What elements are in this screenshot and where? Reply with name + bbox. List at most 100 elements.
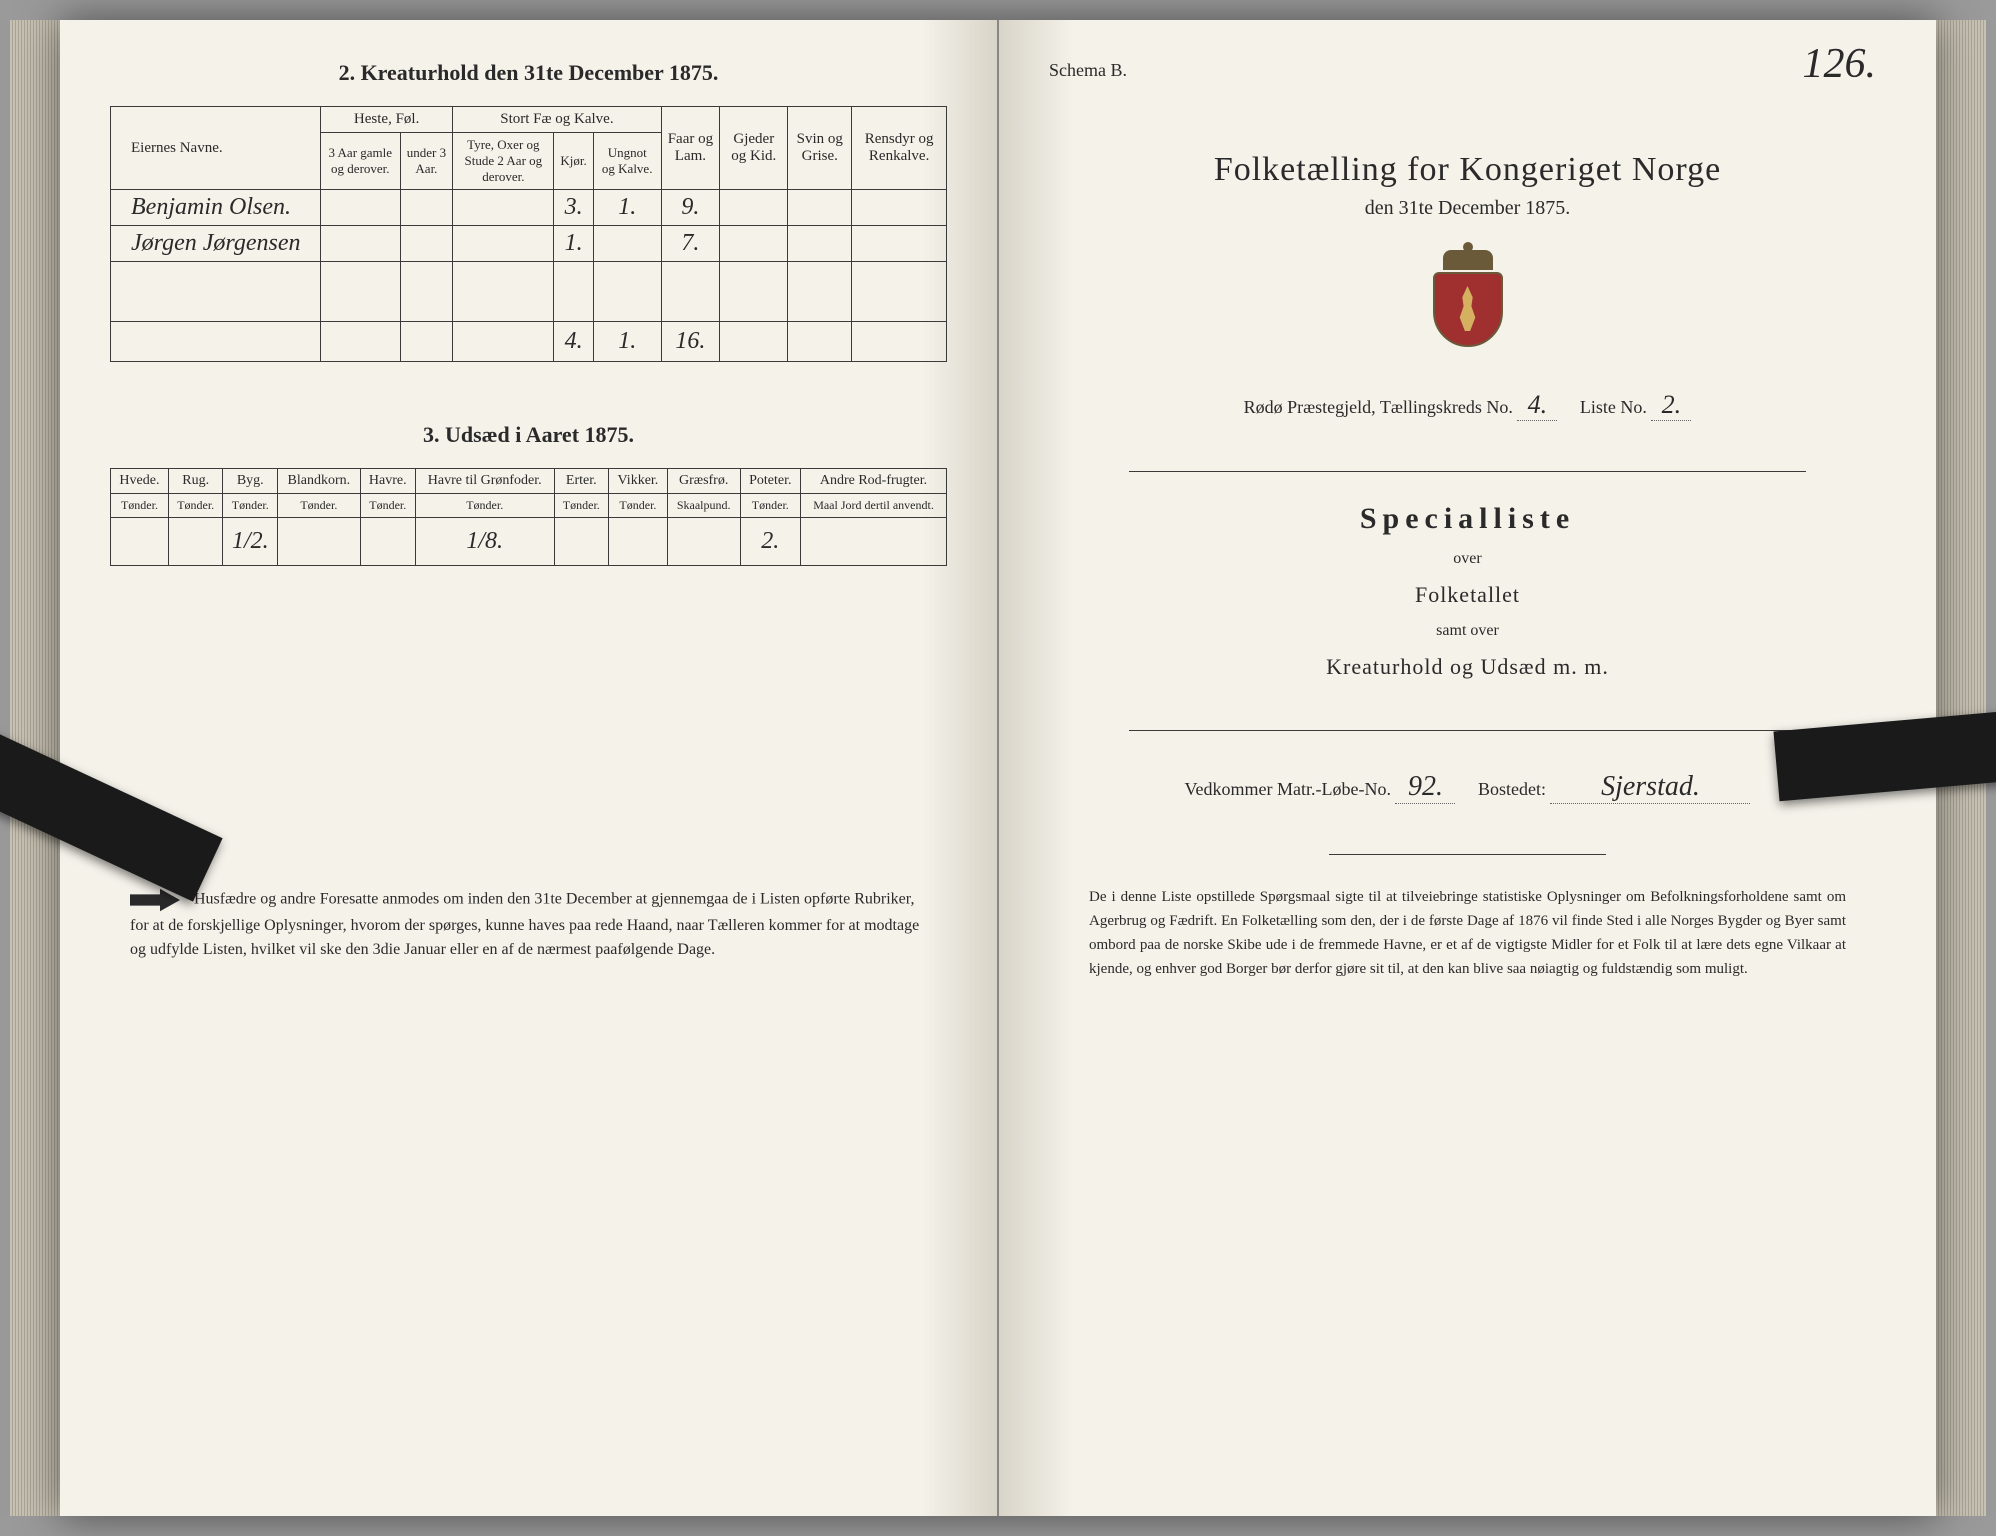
divider [1129,730,1806,731]
col: Poteter. [740,469,800,494]
sub: Tønder. [168,494,223,518]
sub: Tønder. [278,494,361,518]
cell [168,518,223,566]
divider-short [1329,854,1606,855]
section3-title: 3. Udsæd i Aaret 1875. [110,422,947,448]
col-names: Eiernes Navne. [111,107,321,190]
col-cattle-c: Ungnot og Kalve. [593,133,661,190]
parish-no: 4. [1517,390,1557,421]
owner-name: Jørgen Jørgensen [111,226,321,262]
col: Græsfrø. [667,469,740,494]
col: Havre. [360,469,415,494]
cell: 16. [661,322,720,362]
cell [400,226,453,262]
cell [852,190,947,226]
col: Vikker. [609,469,668,494]
table-row: Jørgen Jørgensen 1. 7. [111,226,947,262]
right-footer: De i denne Liste opstillede Spørgsmaal s… [1049,885,1886,981]
cell: 3. [554,190,593,226]
kreatur-label: Kreaturhold og Udsæd m. m. [1049,654,1886,680]
matr-label: Vedkommer Matr.-Løbe-No. [1185,779,1391,799]
cell [667,518,740,566]
cell [788,190,852,226]
cell [278,518,361,566]
col-goats: Gjeder og Kid. [720,107,788,190]
col: Byg. [223,469,278,494]
col-horses: Heste, Føl. [321,107,453,133]
cell: 1. [593,322,661,362]
cell [111,322,321,362]
cell: 2. [740,518,800,566]
cell [788,226,852,262]
col-cattle-b: Kjør. [554,133,593,190]
cell [400,190,453,226]
col-horses-b: under 3 Aar. [400,133,453,190]
matr-line: Vedkommer Matr.-Løbe-No. 92. Bostedet: S… [1049,771,1886,804]
cell [453,322,554,362]
sub: Tønder. [223,494,278,518]
sub: Tønder. [111,494,169,518]
cell [453,190,554,226]
spacer-row [111,262,947,322]
parish-line: Rødø Præstegjeld, Tællingskreds No. 4. L… [1049,390,1886,421]
cell [852,226,947,262]
col-pigs: Svin og Grise. [788,107,852,190]
left-footer: Husfædre og andre Foresatte anmodes om i… [110,886,947,962]
col-sheep: Faar og Lam. [661,107,720,190]
bosted-value: Sjerstad. [1550,771,1750,804]
col: Andre Rod-frugter. [801,469,947,494]
section2-title: 2. Kreaturhold den 31te December 1875. [110,60,947,86]
cell [321,226,401,262]
cell [554,518,609,566]
sub: Tønder. [554,494,609,518]
schema-label: Schema B. [1049,60,1886,81]
sub: Tønder. [360,494,415,518]
cell: 9. [661,190,720,226]
samt-label: samt over [1049,622,1886,640]
cell [788,322,852,362]
sub: Skaalpund. [667,494,740,518]
open-book: 2. Kreaturhold den 31te December 1875. E… [60,20,1936,1516]
cell: 7. [661,226,720,262]
col: Hvede. [111,469,169,494]
cell [111,518,169,566]
page-number: 126. [1803,40,1877,88]
main-title: Folketælling for Kongeriget Norge [1049,151,1886,189]
bosted-label: Bostedet: [1478,779,1546,799]
table-row: Benjamin Olsen. 3. 1. 9. [111,190,947,226]
left-page: 2. Kreaturhold den 31te December 1875. E… [60,20,999,1516]
cell [720,190,788,226]
divider [1129,471,1806,472]
list-no: 2. [1651,390,1691,421]
cell [852,322,947,362]
sub: Maal Jord dertil anvendt. [801,494,947,518]
over-label: over [1049,550,1886,568]
sub: Tønder. [740,494,800,518]
cell: 1/2. [223,518,278,566]
sub: Tønder. [415,494,554,518]
cell [609,518,668,566]
cell [453,226,554,262]
footer-text: Husfædre og andre Foresatte anmodes om i… [130,891,919,958]
total-row: 4. 1. 16. [111,322,947,362]
cell [321,190,401,226]
cell [801,518,947,566]
table-row: 1/2. 1/8. 2. [111,518,947,566]
cell [720,322,788,362]
cell: 1/8. [415,518,554,566]
cell [593,226,661,262]
parish-label: Rødø Præstegjeld, Tællingskreds No. [1244,397,1513,417]
list-label: Liste No. [1580,397,1647,417]
sub-title: den 31te December 1875. [1049,197,1886,220]
owner-name: Benjamin Olsen. [111,190,321,226]
col-cattle-a: Tyre, Oxer og Stude 2 Aar og derover. [453,133,554,190]
livestock-table: Eiernes Navne. Heste, Føl. Stort Fæ og K… [110,106,947,362]
cell: 1. [593,190,661,226]
col: Blandkorn. [278,469,361,494]
sowing-table: Hvede. Rug. Byg. Blandkorn. Havre. Havre… [110,468,947,566]
col-cattle: Stort Fæ og Kalve. [453,107,661,133]
cell [400,322,453,362]
coat-of-arms-icon [1428,250,1508,350]
cell [360,518,415,566]
col: Rug. [168,469,223,494]
